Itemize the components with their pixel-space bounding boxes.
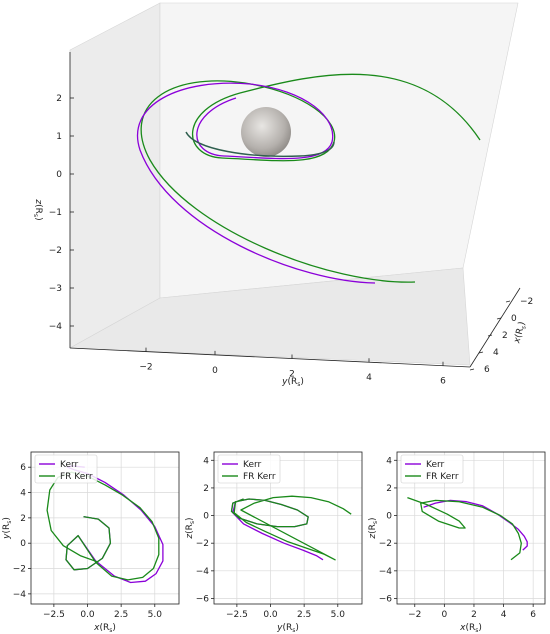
y-tick-label: 0 — [203, 512, 209, 522]
x-tick-mark — [478, 351, 484, 354]
y-tick-label: 2 — [386, 484, 392, 494]
y-tick-label: 0 — [212, 366, 218, 376]
x-axis-line — [469, 287, 521, 368]
x-tick-label: 5.0 — [148, 610, 163, 620]
y-tick-label: −2 — [139, 363, 152, 373]
y-axis-label: z(Rs) — [185, 517, 196, 539]
axes-frame — [213, 451, 363, 605]
y-tick-label: −4 — [13, 590, 27, 600]
x-tick-label: 6 — [484, 365, 490, 375]
x-tick-label: −2.5 — [43, 610, 65, 620]
floor-pane — [68, 267, 471, 366]
y-tick-label: −6 — [196, 594, 210, 604]
legend-label: FR Kerr — [60, 472, 93, 482]
y-tick-label: 0 — [20, 539, 26, 549]
x-tick-label: 0.0 — [80, 610, 95, 620]
y-axis-label: y(Rs) — [281, 377, 304, 388]
x-tick-label: 0 — [511, 314, 517, 324]
y-tick-label: 4 — [20, 489, 26, 499]
xz-projection-plot: −2 0 2 4 6 4 2 0 −2 −4 −6 Kerr FR Kerr x(Rs) z(Rs) — [368, 451, 546, 634]
y-tick-label: −4 — [196, 567, 210, 577]
legend-label: Kerr — [243, 460, 262, 470]
z-axis-label: z(Rs) — [32, 198, 43, 220]
z-tick-label: −1 — [49, 208, 62, 218]
fr-kerr-line — [46, 471, 160, 581]
y-tick-label: 0 — [386, 512, 392, 522]
y-tick-label: 2 — [203, 484, 209, 494]
y-tick-label: −2 — [379, 539, 392, 549]
y-tick-label: 2 — [289, 370, 295, 380]
y-axis-label: z(Rs) — [368, 517, 379, 539]
x-tick-label: 0.0 — [263, 610, 278, 620]
legend-label: Kerr — [60, 460, 79, 470]
x-axis-label: x(Rs) — [93, 623, 116, 634]
x-tick-mark — [487, 334, 493, 337]
x-tick-mark — [505, 300, 511, 303]
y-axis-line — [69, 347, 471, 368]
x-axis-label: x(Rs) — [512, 321, 529, 346]
x-tick-label: 2 — [471, 610, 477, 620]
y-tick-label: 4 — [366, 373, 372, 383]
legend: Kerr FR Kerr — [217, 454, 281, 484]
x-tick-label: 5.0 — [331, 610, 346, 620]
legend: Kerr FR Kerr — [400, 454, 464, 484]
x-tick-mark — [496, 317, 502, 320]
left-pane — [69, 2, 161, 349]
z-tick-label: −4 — [49, 322, 63, 332]
legend: Kerr FR Kerr — [34, 454, 98, 484]
x-tick-label: 2 — [502, 331, 508, 341]
x-tick-label: −2 — [408, 610, 421, 620]
legend-label: FR Kerr — [426, 472, 459, 482]
axes-frame — [30, 451, 180, 605]
z-tick-label: 1 — [56, 132, 62, 142]
fr-kerr-3d-orbit — [140, 73, 481, 283]
yz-projection-plot: −2.5 0.0 2.5 5.0 4 2 0 −2 −4 −6 Kerr FR Kerr y(Rs) z(… — [185, 451, 363, 634]
x-tick-label: −2.5 — [226, 610, 248, 620]
x-tick-label: 4 — [501, 610, 507, 620]
z-tick-label: −2 — [49, 246, 62, 256]
y-tick-label: −6 — [379, 594, 393, 604]
y-tick-label: −2 — [196, 539, 209, 549]
x-tick-label: 6 — [530, 610, 536, 620]
x-tick-label: 2.5 — [297, 610, 311, 620]
x-axis-label: y(Rs) — [276, 623, 299, 634]
x-tick-mark — [469, 368, 475, 371]
axes-frame — [396, 451, 546, 605]
y-axis-label: y(Rs) — [2, 517, 13, 540]
fr-kerr-line — [407, 496, 522, 561]
back-pane — [159, 2, 519, 299]
y-tick-label: 6 — [20, 463, 26, 473]
y-tick-label: 4 — [203, 456, 209, 466]
x-tick-label: 2.5 — [114, 610, 128, 620]
legend-label: FR Kerr — [243, 472, 276, 482]
y-tick-label: −2 — [13, 565, 26, 575]
xy-projection-plot: −2.5 0.0 2.5 5.0 6 4 2 0 −2 −4 Kerr FR Kerr x(Rs) y(R… — [2, 451, 180, 634]
y-tick-label: −4 — [379, 567, 393, 577]
z-tick-label: −3 — [49, 284, 62, 294]
z-tick-label: 0 — [56, 170, 62, 180]
y-tick-label: 6 — [440, 377, 446, 387]
legend-label: Kerr — [426, 460, 445, 470]
x-tick-label: 0 — [441, 610, 447, 620]
z-tick-label: 2 — [56, 94, 62, 104]
black-hole-sphere — [241, 107, 291, 157]
y-tick-label: 2 — [20, 514, 26, 524]
inner-loop-front — [185, 131, 335, 157]
x-tick-label: 4 — [493, 348, 499, 358]
y-tick-label: 4 — [386, 456, 392, 466]
x-axis-label: x(Rs) — [459, 623, 482, 634]
x-tick-label: −2 — [520, 297, 533, 307]
kerr-3d-orbit — [137, 82, 376, 284]
fr-kerr-line — [230, 495, 352, 561]
